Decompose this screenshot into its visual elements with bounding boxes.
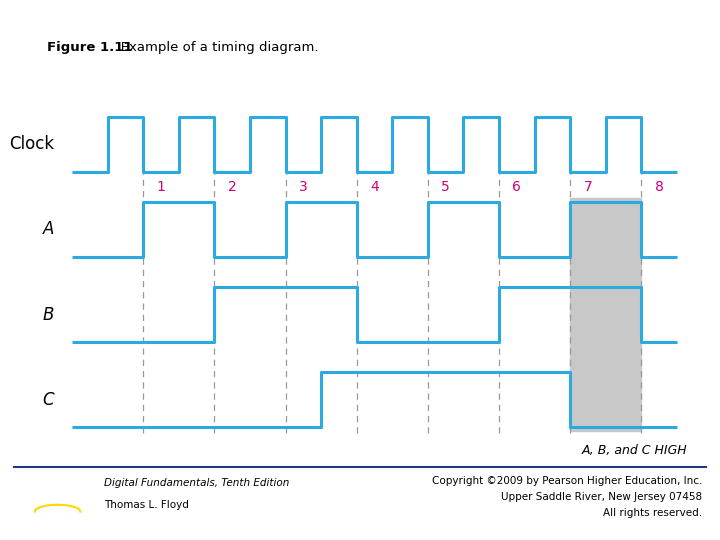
Text: 4: 4 [370,180,379,194]
Text: All rights reserved.: All rights reserved. [603,508,702,518]
Text: 3: 3 [299,180,307,194]
Text: 2: 2 [228,180,237,194]
Text: PEARSON: PEARSON [33,493,82,502]
Text: 1: 1 [156,180,166,194]
Text: A, B, and C HIGH: A, B, and C HIGH [582,444,687,457]
Bar [570,198,642,431]
Text: Clock: Clock [9,135,54,153]
Text: C: C [42,390,54,409]
Text: B: B [42,306,54,323]
Text: Thomas L. Floyd: Thomas L. Floyd [104,500,189,510]
Text: 7: 7 [584,180,593,194]
Text: Upper Saddle River, New Jersey 07458: Upper Saddle River, New Jersey 07458 [501,492,702,502]
Text: 5: 5 [441,180,450,194]
Text: A: A [42,220,54,238]
Text: Copyright ©2009 by Pearson Higher Education, Inc.: Copyright ©2009 by Pearson Higher Educat… [431,476,702,485]
Text: Digital Fundamentals, Tenth Edition: Digital Fundamentals, Tenth Edition [104,478,289,488]
Text: 8: 8 [654,180,664,194]
Text: Figure 1.11: Figure 1.11 [47,40,132,53]
Text: 6: 6 [513,180,521,194]
Text: Example of a timing diagram.: Example of a timing diagram. [108,40,318,53]
